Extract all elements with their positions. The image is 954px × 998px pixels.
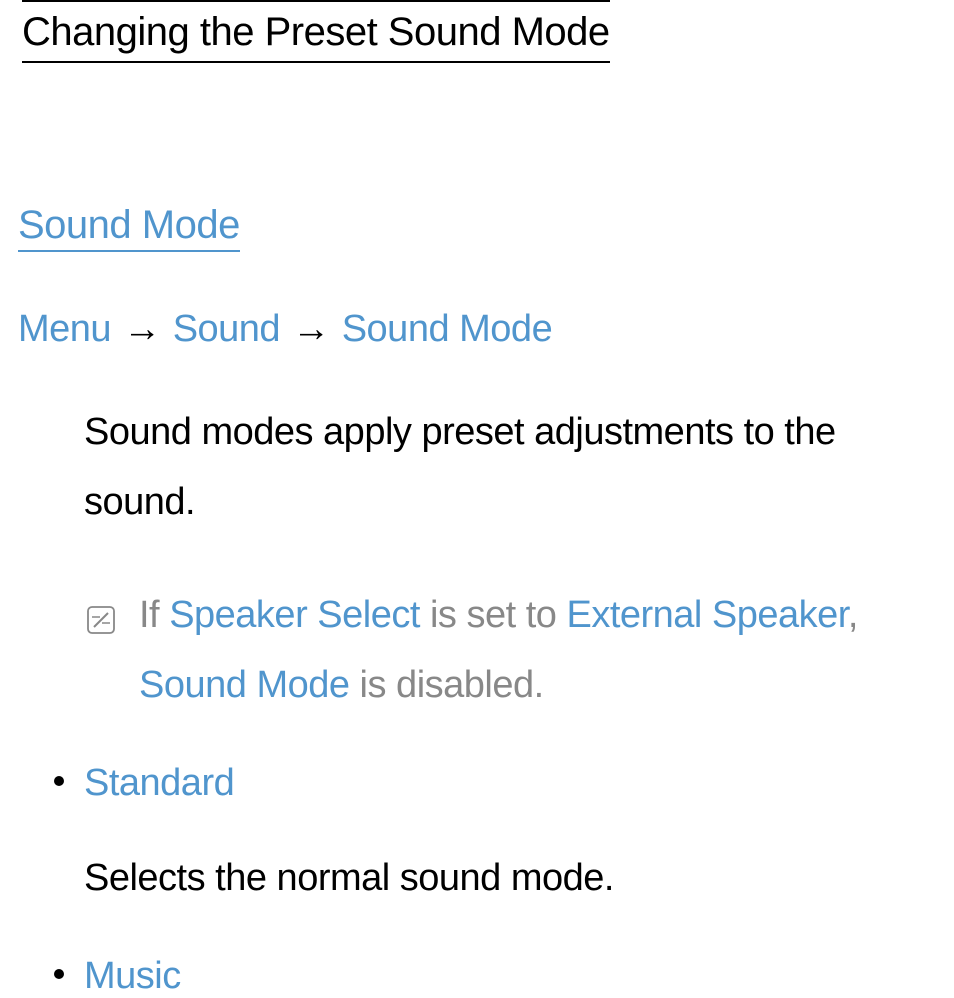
breadcrumb-arrow: →	[292, 308, 330, 350]
breadcrumb: Menu → Sound → Sound Mode	[18, 308, 954, 351]
breadcrumb-item-menu[interactable]: Menu	[18, 308, 111, 350]
note-text: ,	[848, 594, 858, 636]
breadcrumb-item-sound-mode[interactable]: Sound Mode	[342, 308, 553, 350]
list-item-standard: Standard Selects the normal sound mode.	[84, 762, 936, 913]
breadcrumb-item-sound[interactable]: Sound	[173, 308, 280, 350]
bullet-icon	[54, 969, 64, 979]
note-term-sound-mode: Sound Mode	[139, 664, 350, 706]
mode-description: Selects the normal sound mode.	[84, 843, 936, 913]
page-title: Changing the Preset Sound Mode	[22, 0, 610, 63]
note-line: If Speaker Select is set to External Spe…	[84, 580, 936, 721]
mode-label: Standard	[84, 762, 936, 805]
note-term-external-speaker: External Speaker	[566, 594, 847, 636]
note-term-speaker-select: Speaker Select	[169, 594, 420, 636]
note-text: is disabled.	[350, 664, 544, 706]
section-title: Sound Mode	[18, 203, 240, 252]
intro-text: Sound modes apply preset adjustments to …	[84, 397, 936, 538]
bullet-icon	[54, 776, 64, 786]
breadcrumb-arrow: →	[123, 308, 161, 350]
note-icon	[86, 588, 116, 618]
note-text: is set to	[420, 594, 567, 636]
note-text: If	[139, 594, 169, 636]
